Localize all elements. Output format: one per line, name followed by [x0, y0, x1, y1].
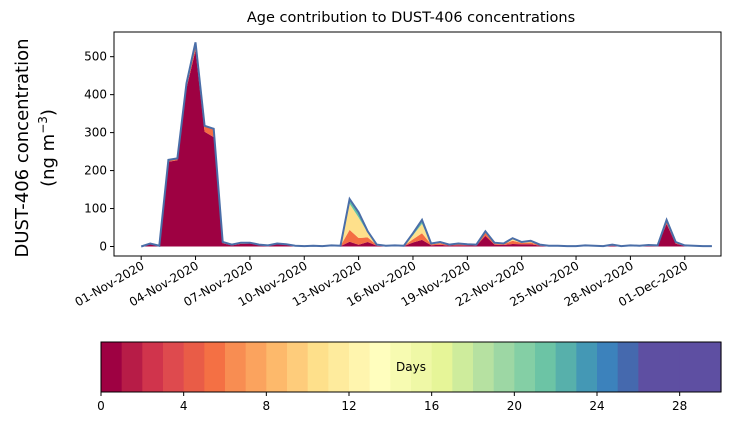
colorbar-cell: [328, 342, 350, 392]
stacked-areas: [141, 42, 712, 247]
colorbar-cell: [121, 342, 143, 392]
colorbar-cell: [411, 342, 433, 392]
colorbar-tick-label: 0: [97, 399, 105, 413]
colorbar-tick-label: 12: [341, 399, 356, 413]
y-tick-label: 300: [84, 126, 107, 140]
y-tick-label: 400: [84, 88, 107, 102]
colorbar-cell: [142, 342, 164, 392]
y-axis-label: DUST-406 concentration (ng m−3): [12, 38, 59, 257]
colorbar-cell: [679, 342, 701, 392]
colorbar: Days 0 4 8 12 16 20 24 28: [97, 341, 722, 413]
y-tick-label: 0: [99, 240, 107, 254]
y-axis-label-unit: (ng m: [38, 134, 59, 187]
area-band-2-6-days: [141, 42, 712, 247]
colorbar-tick-label: 4: [180, 399, 188, 413]
colorbar-cell: [266, 342, 288, 392]
colorbar-ticks: 0 4 8 12 16 20 24 28: [97, 392, 687, 413]
y-tick-label: 500: [84, 50, 107, 64]
colorbar-cell: [514, 342, 536, 392]
colorbar-cell: [307, 342, 329, 392]
chart-title: Age contribution to DUST-406 concentrati…: [247, 10, 575, 26]
colorbar-cell: [369, 342, 391, 392]
area-band-12-20-days: [141, 42, 712, 247]
y-axis-label-line1: DUST-406 concentration: [12, 38, 33, 257]
y-axis-ticks: 0 100 200 300 400 500: [84, 50, 114, 254]
y-tick-label: 200: [84, 164, 107, 178]
y-axis-label-close: ): [38, 109, 59, 116]
colorbar-cell: [390, 342, 412, 392]
colorbar-cell: [287, 342, 309, 392]
colorbar-cell: [183, 342, 205, 392]
colorbar-cell: [659, 342, 681, 392]
y-axis-label-line2: (ng m−3): [36, 109, 59, 187]
total-concentration-line: [140, 42, 712, 248]
colorbar-tick-label: 16: [424, 399, 439, 413]
colorbar-cell: [535, 342, 557, 392]
colorbar-cell: [576, 342, 598, 392]
colorbar-cells: [101, 342, 722, 392]
plot-area: 0 100 200 300 400 500 01-Nov-202004-Nov-20200…: [72, 31, 722, 309]
colorbar-tick-label: 8: [263, 399, 271, 413]
colorbar-cell: [555, 342, 577, 392]
y-axis-label-exponent: −3: [36, 116, 50, 134]
colorbar-cell: [597, 342, 619, 392]
colorbar-cell: [163, 342, 185, 392]
area-band-0-2-days: [141, 50, 712, 247]
colorbar-cell: [638, 342, 660, 392]
y-tick-label: 100: [84, 202, 107, 216]
colorbar-cell: [245, 342, 267, 392]
colorbar-tick-label: 28: [672, 399, 687, 413]
colorbar-frame: [100, 341, 722, 393]
colorbar-cell: [700, 342, 722, 392]
x-axis-ticks: 01-Nov-202004-Nov-202007-Nov-202010-Nov-…: [72, 256, 690, 309]
area-band-6-12-days: [141, 42, 712, 247]
colorbar-cell: [617, 342, 639, 392]
colorbar-cell: [493, 342, 515, 392]
colorbar-cell: [431, 342, 453, 392]
colorbar-label: Days: [396, 360, 426, 374]
colorbar-cell: [225, 342, 247, 392]
colorbar-cell: [204, 342, 226, 392]
colorbar-cell: [473, 342, 495, 392]
colorbar-cell: [349, 342, 371, 392]
colorbar-tick-label: 24: [589, 399, 604, 413]
colorbar-tick-label: 20: [507, 399, 522, 413]
colorbar-cell: [452, 342, 474, 392]
colorbar-cell: [101, 342, 123, 392]
axes-frame: [113, 31, 722, 257]
